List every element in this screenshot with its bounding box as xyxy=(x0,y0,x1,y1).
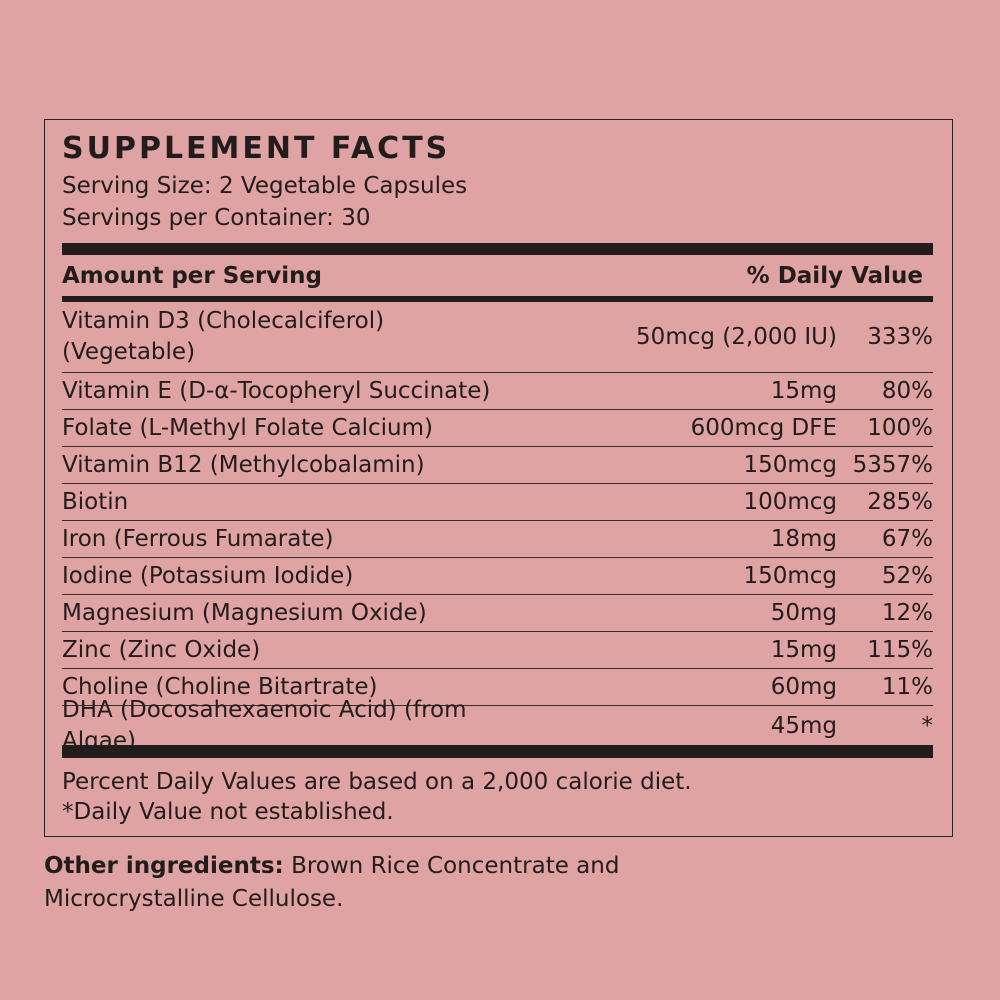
amount: 150mcg xyxy=(743,452,837,478)
table-row: Vitamin B12 (Methylcobalamin) 150mcg 5357% xyxy=(62,447,933,484)
serving-size: Serving Size: 2 Vegetable Capsules xyxy=(62,173,468,199)
nutrient: Vitamin B12 (Methylcobalamin) xyxy=(62,451,425,478)
amount: 100mcg xyxy=(743,489,837,515)
table-row: Choline (Choline Bitartrate) 60mg 11% xyxy=(62,669,933,706)
facts-panel: SUPPLEMENT FACTS Serving Size: 2 Vegetab… xyxy=(44,119,953,837)
nutrient: Zinc (Zinc Oxide) xyxy=(62,636,261,663)
daily-value: 100% xyxy=(867,415,933,441)
table-row: Iodine (Potassium Iodide) 150mcg 52% xyxy=(62,558,933,595)
amount: 15mg xyxy=(770,637,837,663)
amount: 15mg xyxy=(770,378,837,404)
table-row: Iron (Ferrous Fumarate) 18mg 67% xyxy=(62,521,933,558)
nutrient: Folate (L-Methyl Folate Calcium) xyxy=(62,414,434,441)
header-cell: % Daily Value xyxy=(746,262,923,289)
daily-value: 52% xyxy=(881,563,933,589)
nutrient: Vitamin E (D-α-Tocopheryl Succinate) xyxy=(62,377,491,404)
daily-value: 5357% xyxy=(852,452,933,478)
daily-value: * xyxy=(921,712,934,739)
amount: 45mg xyxy=(770,712,837,739)
other-label: Other ingredients: xyxy=(44,853,284,879)
nutrient: Iodine (Potassium Iodide) xyxy=(62,562,354,589)
table-row: Magnesium (Magnesium Oxide) 50mg 12% xyxy=(62,595,933,632)
nutrient: Iron (Ferrous Fumarate) xyxy=(62,525,334,552)
nutrient: Magnesium (Magnesium Oxide) xyxy=(62,599,427,626)
rule xyxy=(62,296,933,302)
amount: 50mcg (2,000 IU) xyxy=(636,324,837,350)
daily-value: 333% xyxy=(867,324,933,350)
daily-value: 11% xyxy=(881,674,933,700)
thick-rule xyxy=(62,745,933,758)
table-row: Biotin 100mcg 285% xyxy=(62,484,933,521)
title: SUPPLEMENT FACTS xyxy=(62,131,451,166)
daily-value: 12% xyxy=(881,600,933,626)
footnote: Percent Daily Values are based on a 2,00… xyxy=(62,769,692,795)
table-row: Zinc (Zinc Oxide) 15mg 115% xyxy=(62,632,933,669)
amount: 600mcg DFE xyxy=(690,415,837,441)
daily-value: 115% xyxy=(867,637,933,663)
nutrient: Choline (Choline Bitartrate) xyxy=(62,673,378,700)
amount: 50mg xyxy=(770,600,837,626)
amount: 18mg xyxy=(770,526,837,552)
table-row: Vitamin E (D-α-Tocopheryl Succinate) 15mg… xyxy=(62,373,933,410)
other-ingredients: Other ingredients: Brown Rice Concentrat… xyxy=(44,850,764,916)
amount: 60mg xyxy=(770,674,837,700)
table-body: Vitamin D3 (Cholecalciferol) (Vegetable)… xyxy=(62,302,934,754)
nutrient: Biotin xyxy=(62,488,129,515)
servings-per-container: Servings per Container: 30 xyxy=(62,205,371,231)
daily-value: 67% xyxy=(881,526,933,552)
nutrient: DHA (Docosahexaenoic Acid) (from Algae) xyxy=(62,696,467,754)
table-row: Folate (L-Methyl Folate Calcium) 600mcg D… xyxy=(62,410,933,447)
table-row: Vitamin D3 (Cholecalciferol) (Vegetable)… xyxy=(62,302,933,373)
daily-value: 80% xyxy=(881,378,933,404)
footnote: *Daily Value not established. xyxy=(62,799,394,825)
other-text: Brown Rice Concentrate and Microcrystall… xyxy=(44,853,620,912)
thick-rule xyxy=(62,243,933,255)
daily-value: 285% xyxy=(867,489,933,515)
header-cell: Amount per Serving xyxy=(62,262,322,289)
table-header: Amount per Serving % Daily Value xyxy=(62,255,933,296)
table-row: DHA (Docosahexaenoic Acid) (from Algae) 4… xyxy=(62,697,934,754)
nutrient: Vitamin D3 (Cholecalciferol) (Vegetable) xyxy=(62,308,385,365)
amount: 150mcg xyxy=(743,563,837,589)
footnotes: Percent Daily Values are based on a 2,00… xyxy=(62,767,933,827)
